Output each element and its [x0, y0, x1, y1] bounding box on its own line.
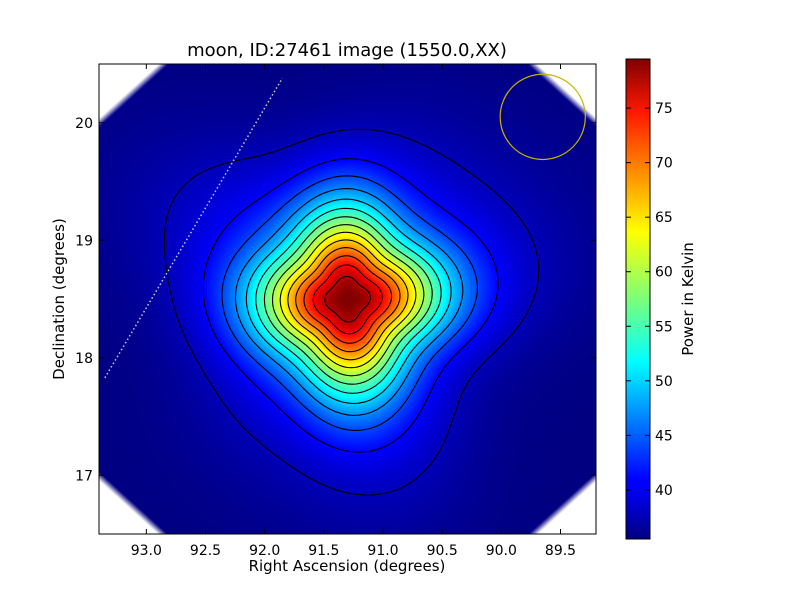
x-tick-label: 91.5: [308, 543, 339, 559]
colorbar-tick-label: 40: [655, 483, 673, 499]
x-axis-label: Right Ascension (degrees): [249, 557, 446, 575]
contour-line: [245, 198, 452, 405]
y-tick-label: 17: [75, 468, 93, 484]
y-tick-label: 19: [75, 233, 93, 249]
x-tick-label: 90.0: [486, 543, 517, 559]
colorbar-tick-label: 45: [655, 428, 673, 444]
x-tick-label: 89.5: [545, 543, 576, 559]
y-axis-label: Declination (degrees): [50, 218, 68, 380]
x-tick-label: 90.5: [427, 543, 458, 559]
contour-line: [163, 128, 540, 496]
contour-line: [295, 247, 401, 353]
x-tick-label: 92.0: [249, 543, 280, 559]
contour-line: [234, 188, 464, 416]
contour-line: [287, 239, 409, 361]
contour-line: [312, 264, 383, 335]
contour-line: [303, 255, 393, 344]
x-axis: 93.0 92.5 92.0 91.5 91.0 90.5 90.0 89.5: [131, 64, 576, 559]
contour-line: [271, 224, 425, 377]
contour-line: [202, 158, 499, 453]
contour-line: [324, 275, 371, 323]
plot-area: [98, 63, 597, 535]
y-axis: 17 18 19 20: [75, 116, 596, 484]
colorbar-frame: [625, 58, 651, 540]
y-tick-label: 20: [75, 116, 93, 132]
contour-line: [263, 216, 433, 385]
colorbar-label: Power in Kelvin: [679, 242, 697, 356]
colorbar-tick-label: 50: [655, 374, 673, 390]
colorbar: 40 45 50 55 60 65 70 75 Power in Kelvin: [625, 58, 697, 540]
contour-line: [221, 175, 478, 431]
contour-lines: [163, 128, 540, 496]
colorbar-tick-label: 65: [655, 210, 673, 226]
colorbar-ticks: 40 45 50 55 60 65 70 75: [626, 101, 673, 499]
y-tick-label: 18: [75, 351, 93, 367]
x-tick-label: 93.0: [131, 543, 162, 559]
contour-line: [279, 231, 417, 369]
contour-line: [255, 207, 442, 394]
x-tick-label: 92.5: [190, 543, 221, 559]
heatmap-image: [99, 64, 596, 534]
x-tick-label: 91.0: [367, 543, 398, 559]
colorbar-gradient: [626, 59, 650, 539]
heatmap-raster: [99, 64, 596, 534]
colorbar-tick-label: 70: [655, 156, 673, 172]
chart-title: moon, ID:27461 image (1550.0,XX): [187, 40, 507, 61]
plot-frame: [98, 63, 597, 535]
colorbar-tick-label: 75: [655, 101, 673, 117]
colorbar-tick-label: 60: [655, 265, 673, 281]
beam-circle: [499, 73, 586, 161]
colorbar-tick-label: 55: [655, 319, 673, 335]
